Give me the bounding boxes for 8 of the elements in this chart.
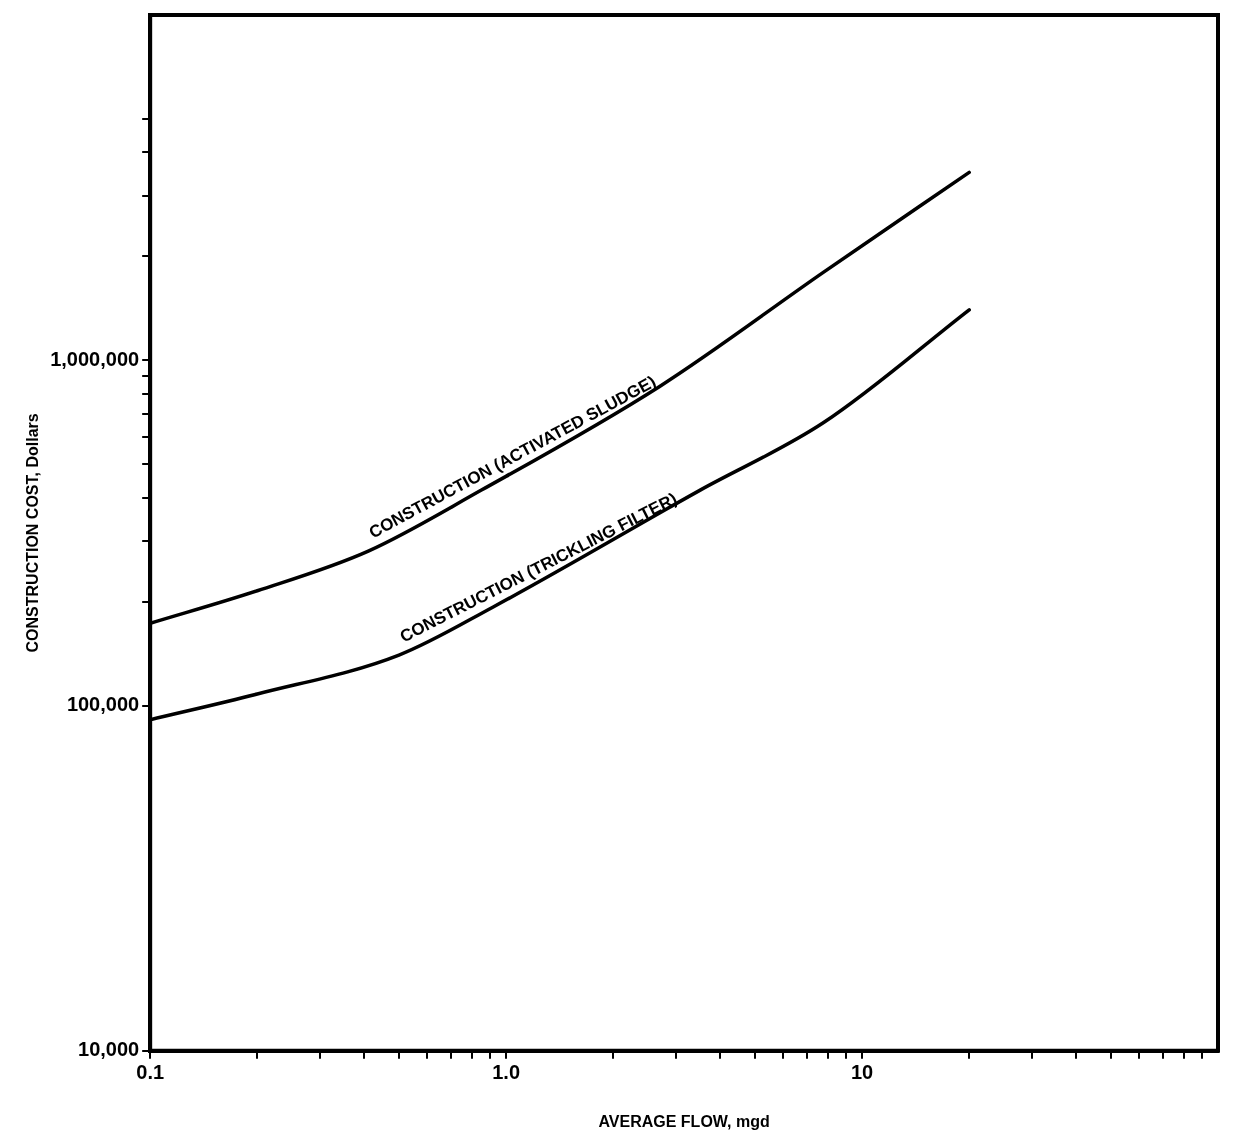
x-tick-label: 1.0 [492,1061,521,1084]
x-tick-label: 10 [850,1061,874,1084]
x-axis-title: AVERAGE FLOW, mgd [598,1112,770,1130]
x-tick-label: 0.1 [136,1061,165,1084]
y-tick-label: 10,000 [78,1038,140,1061]
y-tick-label: 100,000 [66,693,140,716]
y-tick-label: 1,000,000 [50,347,140,370]
y-axis-title: CONSTRUCTION COST, Dollars [24,413,42,653]
